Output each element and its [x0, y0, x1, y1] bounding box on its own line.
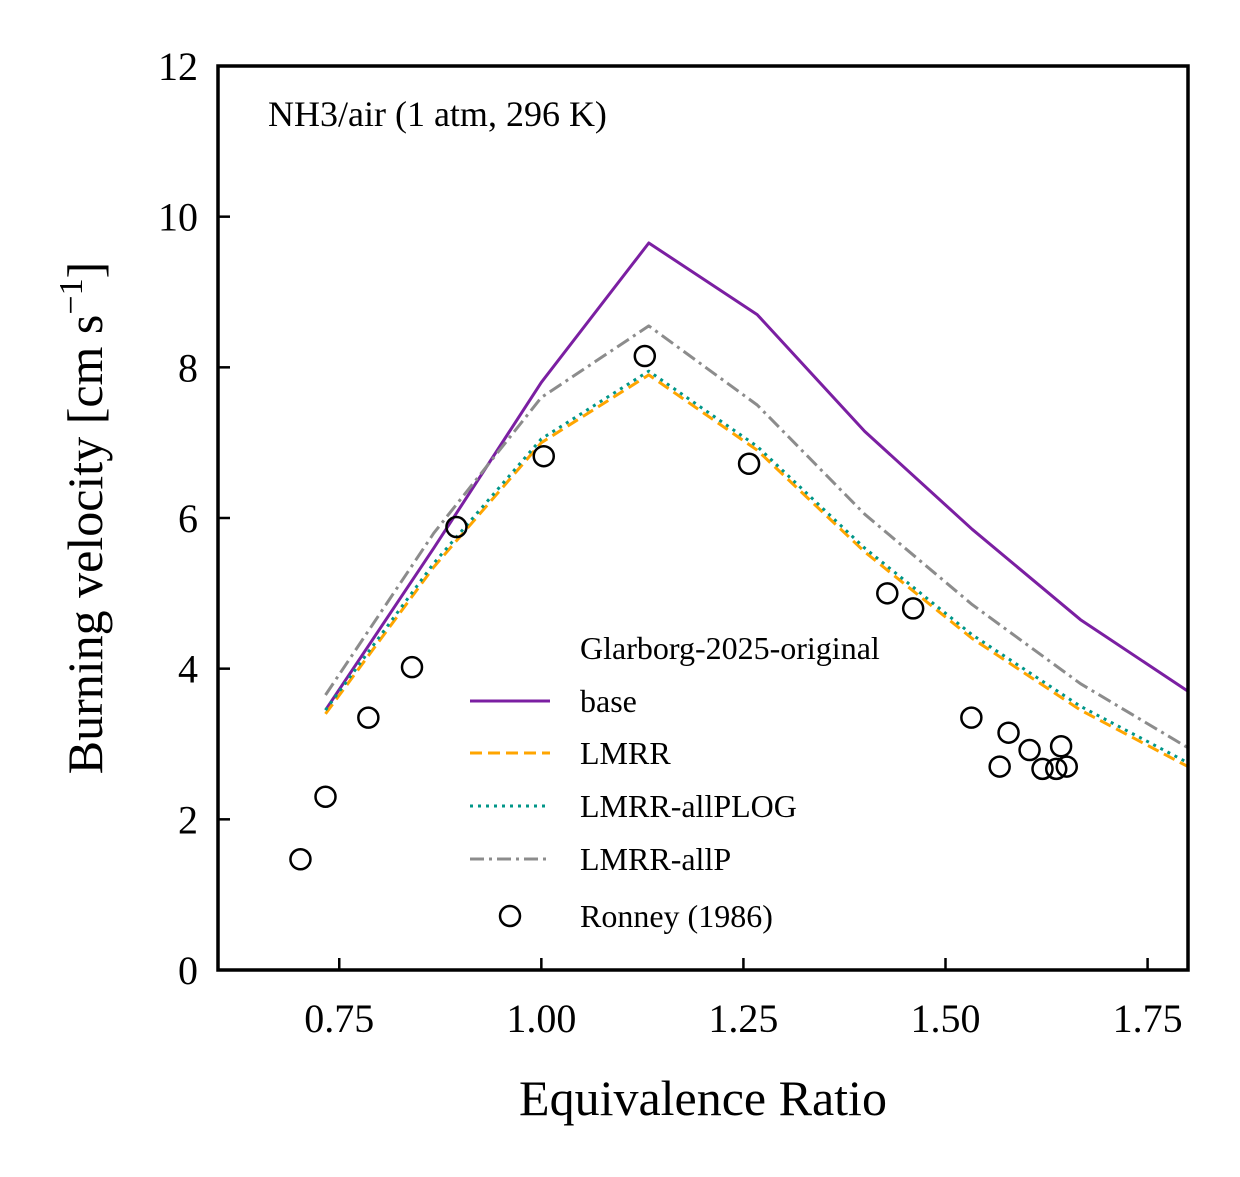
data-point-ronney-1986 [901, 597, 925, 620]
series-line-base [324, 241, 1189, 711]
series-line-lmrr-allp [324, 324, 1189, 750]
data-point-ronney-1986 [1018, 738, 1041, 762]
series-layer [324, 241, 1189, 768]
data-point-ronney-1986 [997, 721, 1020, 744]
data-point-ronney-1986 [960, 706, 983, 729]
legend-label-lmrr: LMRR [580, 735, 671, 771]
series-line-lmrr [324, 373, 1189, 768]
data-point-ronney-1986 [1049, 735, 1073, 758]
data-point-ronney-1986 [1031, 757, 1054, 781]
y-axis-label-main: Burning velocity [cm s [57, 315, 113, 775]
y-axis-label: Burning velocity [cm s−1] [53, 262, 113, 775]
x-tick-label: 0.75 [304, 996, 374, 1041]
x-tick-label: 1.00 [506, 996, 576, 1041]
y-tick-label: 8 [178, 345, 198, 390]
y-axis-ticks: 0 2 4 6 8 10 12 [158, 44, 230, 993]
y-tick-label: 10 [158, 195, 198, 240]
y-tick-label: 4 [178, 647, 198, 692]
y-tick-label: 12 [158, 44, 198, 89]
legend-swatch-ronney [498, 904, 522, 928]
legend-title: Glarborg-2025-original [580, 630, 880, 666]
y-axis-label-exponent: −1 [53, 278, 90, 314]
data-point-ronney-1986 [988, 755, 1011, 778]
x-tick-label: 1.50 [911, 996, 981, 1041]
chart-annotation: NH3/air (1 atm, 296 K) [268, 94, 607, 134]
legend-label-lmrr-allplog: LMRR-allPLOG [580, 788, 797, 824]
data-point-ronney-1986 [737, 452, 761, 476]
data-point-ronney-1986 [289, 848, 312, 871]
y-tick-label: 0 [178, 948, 198, 993]
markers-layer [289, 344, 1078, 871]
x-axis-label: Equivalence Ratio [519, 1070, 887, 1126]
plot-frame [216, 64, 1190, 972]
x-tick-label: 1.75 [1113, 996, 1183, 1041]
data-point-ronney-1986 [633, 344, 657, 368]
data-point-ronney-1986 [314, 785, 337, 808]
x-tick-label: 1.25 [708, 996, 778, 1041]
data-point-ronney-1986 [400, 655, 424, 679]
y-axis-label-close: ] [57, 262, 113, 279]
data-point-ronney-1986 [357, 706, 380, 729]
y-tick-label: 6 [178, 496, 198, 541]
x-axis-ticks: 0.75 1.00 1.25 1.50 1.75 [304, 958, 1183, 1041]
legend: Glarborg-2025-original base LMRR LMRR-al… [470, 630, 880, 934]
series-line-lmrr-allplog [324, 369, 1189, 765]
legend-label-base: base [580, 683, 637, 719]
data-point-ronney-1986 [445, 515, 468, 539]
data-point-ronney-1986 [532, 444, 556, 468]
data-point-ronney-1986 [1044, 757, 1068, 781]
legend-label-ronney: Ronney (1986) [580, 898, 773, 934]
data-point-ronney-1986 [1055, 755, 1078, 778]
y-tick-label: 2 [178, 797, 198, 842]
legend-label-lmrr-allp: LMRR-allP [580, 841, 731, 877]
data-point-ronney-1986 [876, 582, 899, 605]
